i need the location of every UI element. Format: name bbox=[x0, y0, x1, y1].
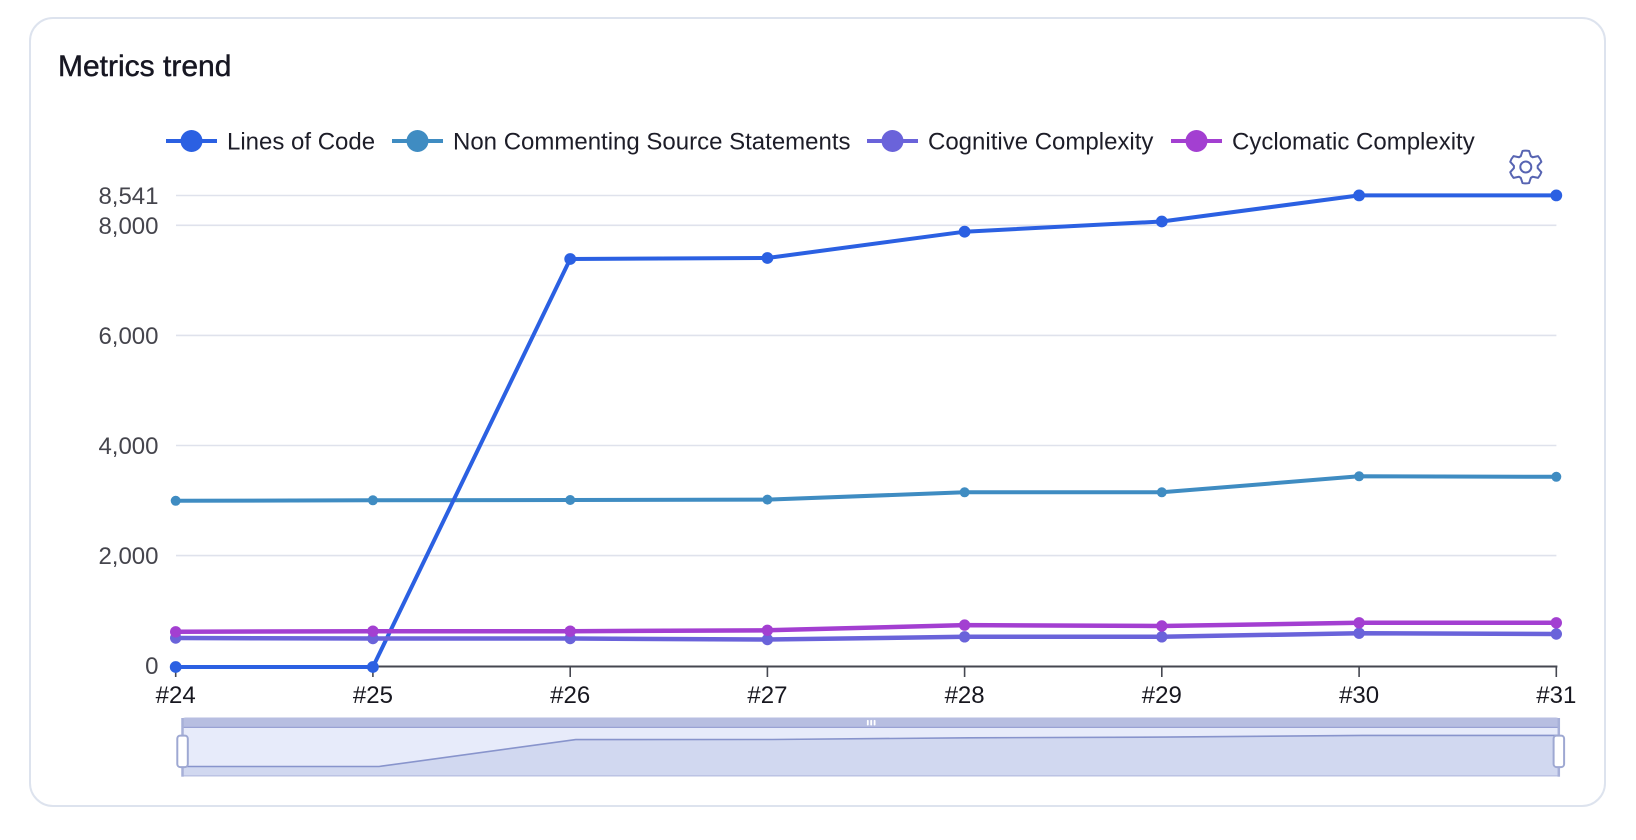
svg-text:6,000: 6,000 bbox=[98, 323, 158, 350]
svg-text:#28: #28 bbox=[945, 682, 985, 709]
svg-text:Non Commenting Source Statemen: Non Commenting Source Statements bbox=[453, 129, 851, 156]
svg-text:2,000: 2,000 bbox=[98, 543, 158, 570]
svg-text:#31: #31 bbox=[1536, 682, 1576, 709]
svg-text:#30: #30 bbox=[1339, 682, 1379, 709]
svg-text:Cognitive Complexity: Cognitive Complexity bbox=[928, 129, 1153, 156]
svg-text:4,000: 4,000 bbox=[98, 433, 158, 460]
svg-text:#29: #29 bbox=[1142, 682, 1182, 709]
svg-text:8,000: 8,000 bbox=[98, 213, 158, 240]
svg-text:0: 0 bbox=[145, 653, 158, 680]
svg-text:Cyclomatic Complexity: Cyclomatic Complexity bbox=[1232, 129, 1475, 156]
svg-text:8,541: 8,541 bbox=[98, 183, 158, 210]
svg-text:#24: #24 bbox=[156, 682, 196, 709]
svg-text:#27: #27 bbox=[747, 682, 787, 709]
svg-text:#26: #26 bbox=[550, 682, 590, 709]
svg-text:#25: #25 bbox=[353, 682, 393, 709]
svg-text:Lines of Code: Lines of Code bbox=[227, 129, 375, 156]
